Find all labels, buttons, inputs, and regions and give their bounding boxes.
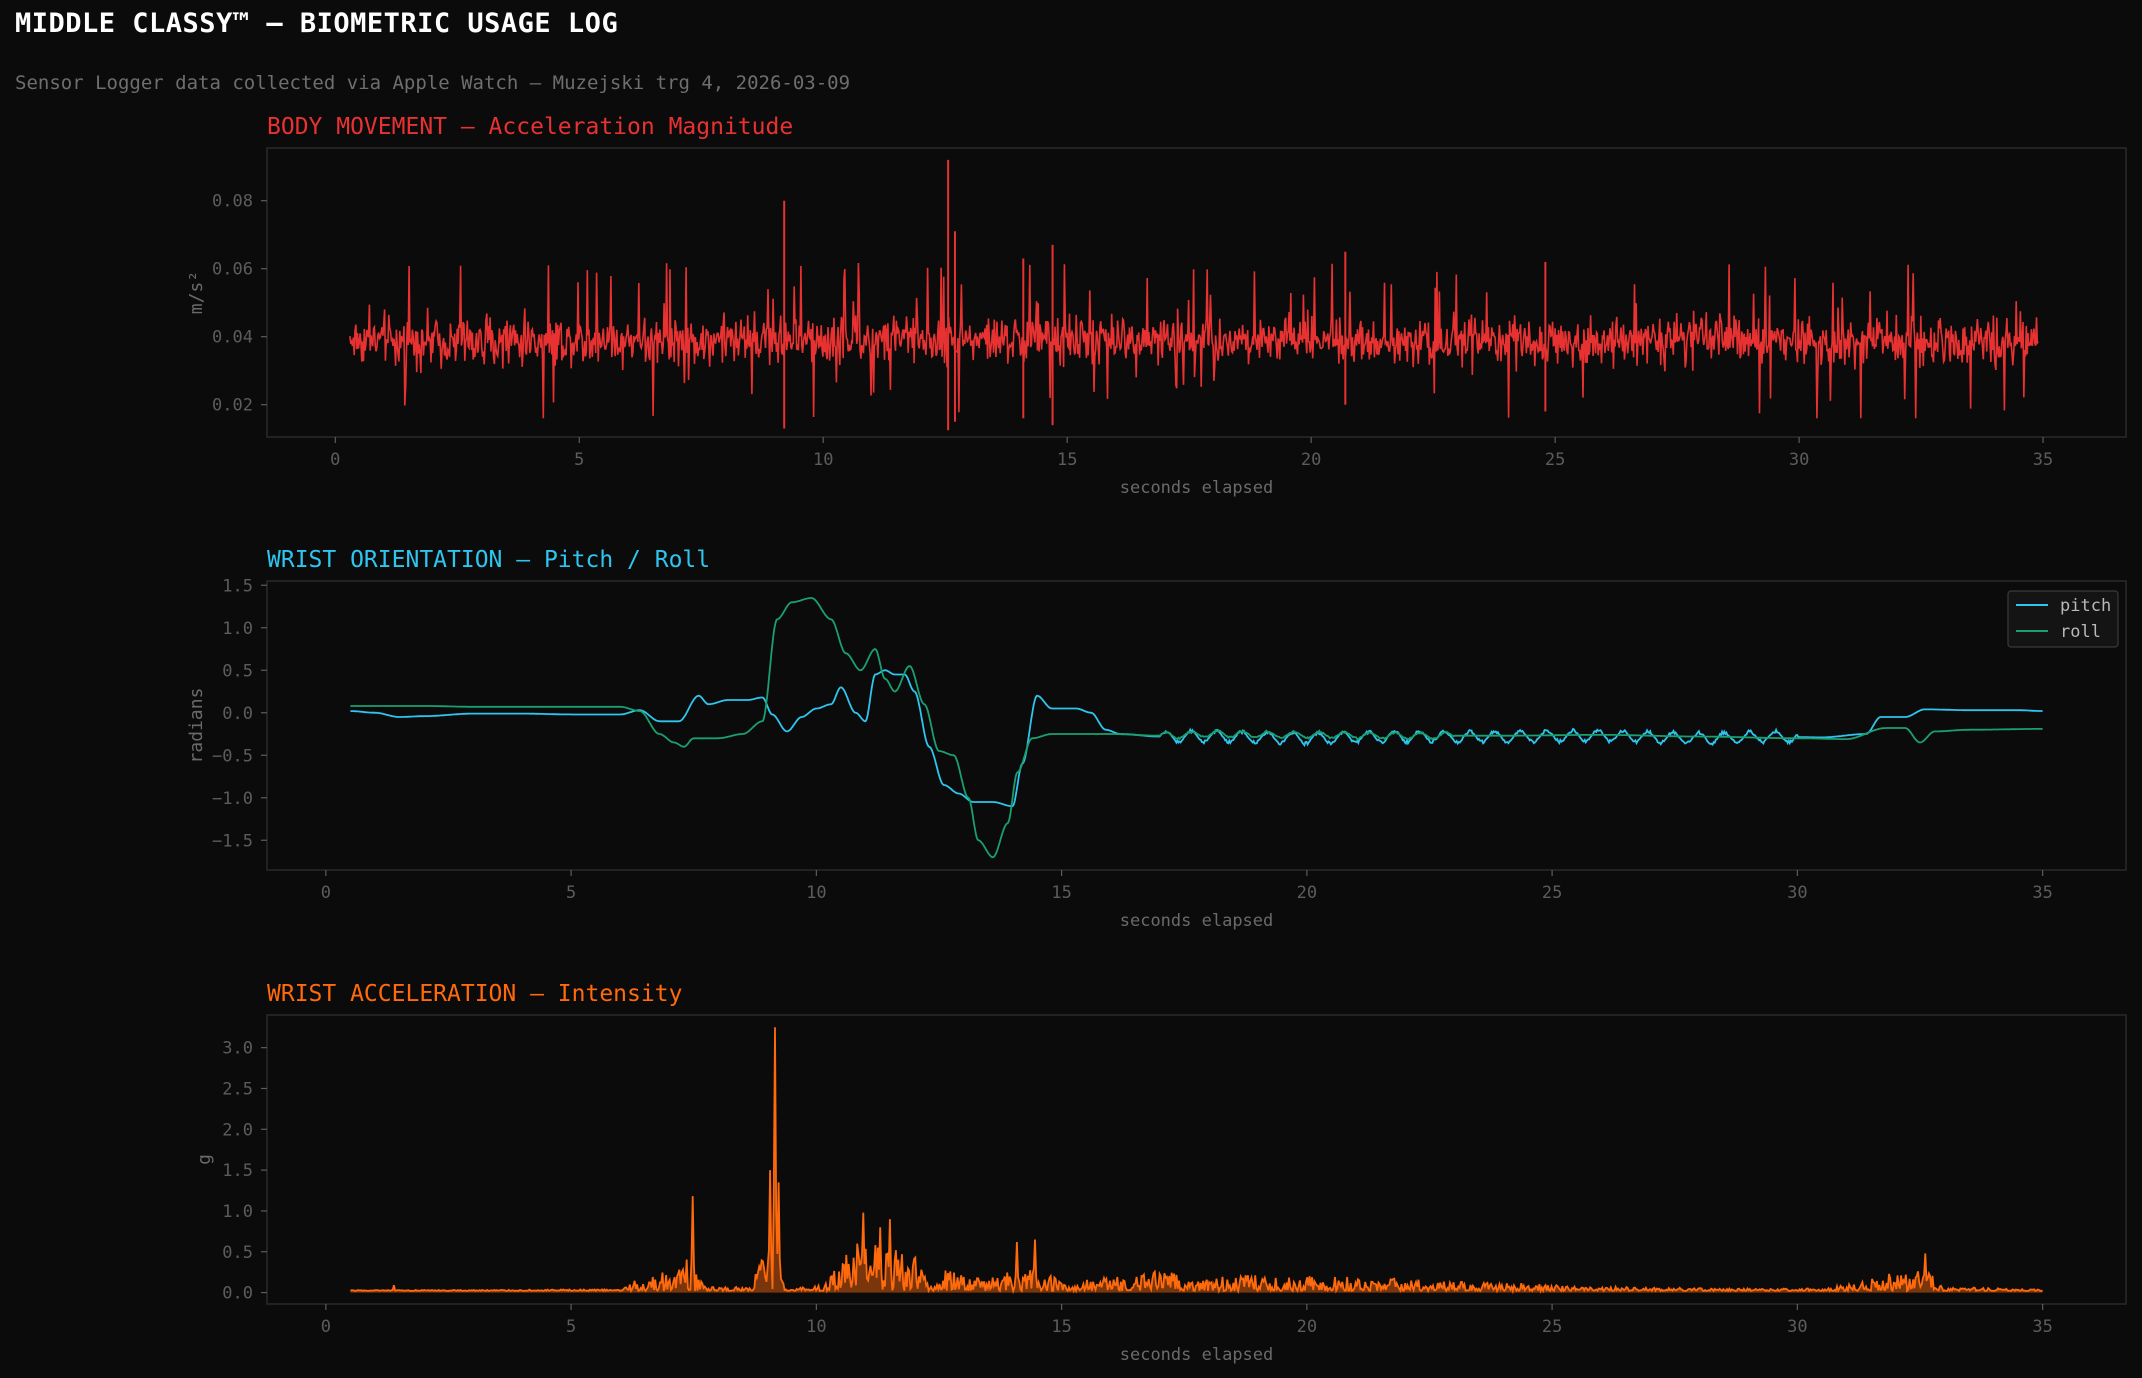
y-tick-label: 0.06 (212, 260, 253, 280)
x-tick-label: 10 (813, 450, 833, 470)
chart-title: BODY MOVEMENT — Acceleration Magnitude (267, 114, 793, 140)
y-tick-label: 0.08 (212, 192, 253, 212)
x-tick-label: 10 (806, 1317, 826, 1337)
y-tick-label: 0.04 (212, 328, 253, 348)
chart-title: WRIST ACCELERATION — Intensity (267, 981, 682, 1007)
plot-frame (266, 1014, 2127, 1305)
x-tick-label: 5 (574, 450, 584, 470)
x-axis-label: seconds elapsed (1120, 911, 1274, 931)
plot-frame (266, 147, 2127, 438)
y-tick-label: 1.5 (222, 1161, 253, 1181)
x-tick-label: 0 (321, 883, 331, 903)
y-tick-label: 1.0 (222, 619, 253, 639)
x-tick-label: 20 (1297, 883, 1317, 903)
x-tick-label: 20 (1301, 450, 1321, 470)
x-axis-label: seconds elapsed (1120, 1345, 1274, 1365)
chart-panel-2: WRIST ORIENTATION — Pitch / Roll 0 5 10 15 20… (186, 547, 2127, 931)
y-tick-label: 0.0 (222, 1284, 253, 1304)
y-tick-label: 3.0 (222, 1039, 253, 1059)
y-tick-label: −0.5 (212, 746, 253, 766)
x-tick-label: 35 (2033, 450, 2053, 470)
x-tick-label: 30 (1787, 883, 1807, 903)
x-tick-label: 15 (1057, 450, 1077, 470)
x-tick-label: 15 (1051, 883, 1071, 903)
x-tick-label: 35 (2032, 883, 2052, 903)
legend-label-pitch: pitch (2060, 596, 2111, 616)
page-title: MIDDLE CLASSY™ — BIOMETRIC USAGE LOG (15, 8, 619, 39)
x-tick-label: 25 (1545, 450, 1565, 470)
y-tick-label: −1.5 (212, 831, 253, 851)
x-tick-label: 25 (1542, 883, 1562, 903)
series-line-acceleration (349, 262, 2039, 419)
y-tick-label: 2.5 (222, 1079, 253, 1099)
chart-panel-1: BODY MOVEMENT — Acceleration Magnitude 0 5… (186, 114, 2127, 498)
x-tick-label: 0 (321, 1317, 331, 1337)
x-tick-label: 0 (330, 450, 340, 470)
plot-area (349, 159, 2039, 431)
legend-label-roll: roll (2060, 622, 2101, 642)
x-tick-label: 10 (806, 883, 826, 903)
x-tick-label: 20 (1297, 1317, 1317, 1337)
page-subtitle: Sensor Logger data collected via Apple W… (15, 72, 851, 94)
x-tick-label: 30 (1787, 1317, 1807, 1337)
chart-panel-3: WRIST ACCELERATION — Intensity 0 5 10 15 20 25… (194, 981, 2127, 1365)
y-tick-label: 0.0 (222, 704, 253, 724)
y-tick-label: 1.0 (222, 1202, 253, 1222)
series-line-roll (350, 597, 2043, 859)
y-tick-label: 0.02 (212, 396, 253, 416)
y-tick-label: 1.5 (222, 576, 253, 596)
plot-area (350, 1027, 2043, 1295)
series-line-intensity (350, 1027, 2043, 1295)
y-tick-label: −1.0 (212, 789, 253, 809)
plot-area (350, 597, 2043, 859)
x-tick-label: 15 (1051, 1317, 1071, 1337)
y-axis-label: g (194, 1154, 215, 1165)
y-axis-label: radians (186, 688, 207, 764)
y-tick-label: 2.0 (222, 1120, 253, 1140)
series-line-pitch (350, 669, 2043, 808)
x-tick-label: 5 (566, 1317, 576, 1337)
x-tick-label: 25 (1542, 1317, 1562, 1337)
x-tick-label: 35 (2032, 1317, 2052, 1337)
plot-frame (266, 580, 2127, 871)
x-axis-label: seconds elapsed (1120, 478, 1274, 498)
x-tick-label: 5 (566, 883, 576, 903)
y-tick-label: 0.5 (222, 661, 253, 681)
y-axis-label: m/s² (186, 271, 207, 314)
x-tick-label: 30 (1789, 450, 1809, 470)
legend: pitch roll (2007, 590, 2119, 648)
chart-title: WRIST ORIENTATION — Pitch / Roll (267, 547, 710, 573)
y-tick-label: 0.5 (222, 1243, 253, 1263)
